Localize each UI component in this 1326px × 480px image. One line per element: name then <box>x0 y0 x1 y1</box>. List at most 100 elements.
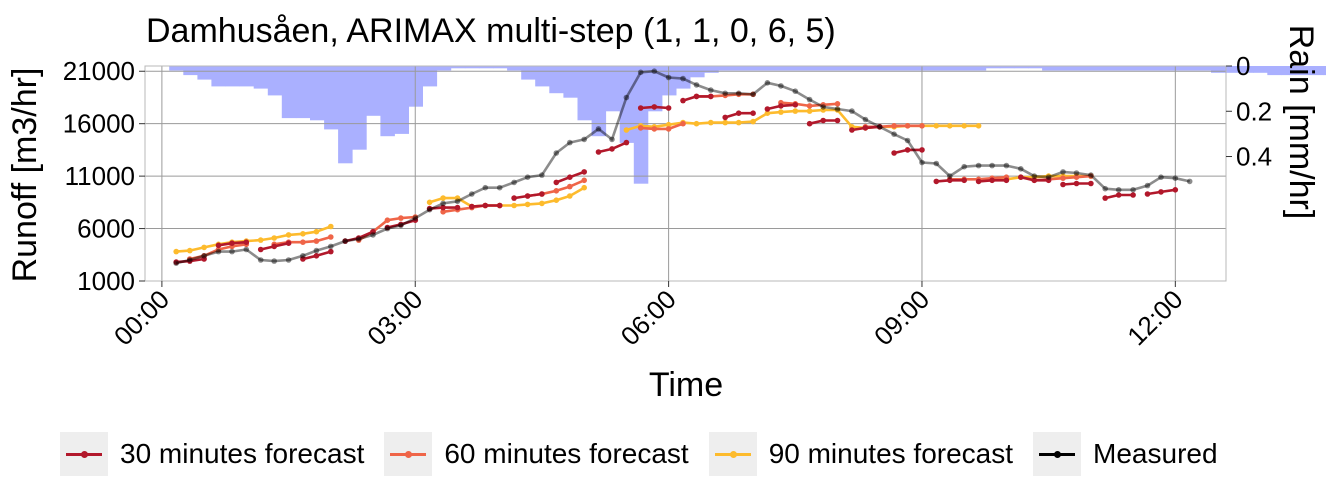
90-minutes-forecast-point <box>173 248 179 255</box>
legend-key-90min <box>708 432 757 476</box>
measured-point <box>623 94 630 101</box>
rain-bar <box>450 66 466 69</box>
measured-point <box>919 159 925 166</box>
rain-bar <box>253 66 269 89</box>
measured-point <box>257 257 264 263</box>
measured-point <box>750 91 756 98</box>
60-minutes-forecast-point <box>735 91 742 98</box>
rain-bar <box>662 66 677 96</box>
30-minutes-forecast-point <box>975 178 982 185</box>
measured-point <box>778 83 784 89</box>
rain-bar <box>929 66 944 71</box>
y-tick-label: 11000 <box>65 161 135 191</box>
90-minutes-forecast-point <box>693 120 700 127</box>
rain-bar <box>1281 66 1296 76</box>
30-minutes-forecast-point <box>1130 192 1136 198</box>
60-minutes-forecast-point <box>313 238 320 244</box>
30-minutes-forecast-point <box>778 103 784 109</box>
30-minutes-forecast-point <box>581 169 587 175</box>
rain-bar <box>943 66 958 71</box>
90-minutes-forecast-point <box>947 123 953 129</box>
90-minutes-forecast-point <box>820 107 826 113</box>
30-minutes-forecast-point <box>595 149 602 155</box>
90-minutes-forecast-point <box>735 119 742 126</box>
legend-key-60min <box>384 432 433 476</box>
30-minutes-forecast-point <box>989 177 995 184</box>
legend-item-30min: 30 minutes forecast <box>60 432 364 476</box>
y2-axis-ticks: 0 0.2 0.4 <box>1226 51 1272 172</box>
measured-point <box>313 247 320 254</box>
30-minutes-forecast-point <box>1003 177 1010 184</box>
rain-bar <box>591 66 607 137</box>
30-minutes-forecast-point <box>722 114 728 121</box>
measured-point <box>961 163 967 170</box>
30-minutes-forecast-point <box>933 178 940 185</box>
measured-point <box>595 126 602 132</box>
30-minutes-forecast-point <box>680 97 686 104</box>
y2-tick-label: 0.4 <box>1236 142 1272 172</box>
90-minutes-forecast-point <box>764 110 771 116</box>
60-minutes-forecast-point <box>398 215 404 221</box>
90-minutes-forecast-line <box>176 225 332 253</box>
rain-bar <box>464 66 480 69</box>
30-minutes-forecast-point <box>469 203 475 210</box>
60-minutes-forecast-point <box>553 188 560 194</box>
60-minutes-forecast-point <box>215 246 222 253</box>
30-minutes-forecast-point <box>693 93 700 100</box>
measured-point <box>511 179 517 186</box>
rain-bar <box>1070 66 1085 71</box>
rain-bar <box>1211 66 1226 73</box>
legend-item-60min: 60 minutes forecast <box>384 432 689 476</box>
30-minutes-forecast-point <box>651 104 658 110</box>
chart-title: Damhusåen, ARIMAX multi-step (1, 1, 0, 6… <box>146 12 836 50</box>
30-minutes-forecast-point <box>328 248 334 255</box>
rain-bar <box>985 66 1001 69</box>
x-tick-label: 09:00 <box>868 284 935 351</box>
60-minutes-forecast-point <box>904 123 911 129</box>
60-minutes-forecast-line <box>640 122 684 131</box>
30-minutes-forecast-point <box>637 105 644 111</box>
measured-point <box>806 96 813 103</box>
30-minutes-forecast-point <box>1144 191 1151 197</box>
90-minutes-forecast-point <box>440 195 446 201</box>
rain-bar <box>774 66 790 71</box>
legend: 30 minutes forecast 60 minutes forecast … <box>60 432 1218 476</box>
rain-bar <box>760 66 775 71</box>
rain-bar <box>1182 66 1198 71</box>
rain-bar <box>845 66 860 71</box>
30-minutes-forecast-point <box>820 117 826 124</box>
measured-point <box>862 116 869 123</box>
30-minutes-forecast-point <box>947 177 953 184</box>
30-minutes-forecast-point <box>849 127 855 133</box>
rain-bar <box>169 66 184 71</box>
30-minutes-forecast-point <box>1115 192 1122 198</box>
rain-bar <box>873 66 888 71</box>
30-minutes-forecast-point <box>243 239 250 245</box>
rain-bar <box>1309 66 1325 76</box>
30-minutes-forecast-point <box>229 240 235 246</box>
measured-point <box>201 253 207 259</box>
30-minutes-forecast-point <box>1158 189 1164 195</box>
rain-bar <box>1013 66 1029 69</box>
legend-label-measured: Measured <box>1093 438 1218 469</box>
y2-tick-label: 0 <box>1236 51 1250 81</box>
rain-bar <box>478 66 494 69</box>
measured-point <box>693 82 700 88</box>
90-minutes-forecast-point <box>778 109 784 115</box>
60-minutes-forecast-point <box>1073 174 1080 180</box>
30-minutes-forecast-point <box>806 120 813 127</box>
plot-border <box>144 65 1227 282</box>
30-minutes-forecast-point <box>257 246 264 253</box>
60-minutes-forecast-point <box>581 177 587 184</box>
rain-bars <box>169 66 1326 184</box>
measured-point <box>440 200 446 207</box>
90-minutes-forecast-point <box>834 107 841 113</box>
x-tick-label: 12:00 <box>1121 284 1188 351</box>
90-minutes-forecast-point <box>257 237 264 243</box>
rain-bar <box>1098 66 1113 71</box>
30-minutes-forecast-point <box>215 242 222 249</box>
90-minutes-forecast-point <box>792 108 799 114</box>
measured-point <box>849 108 855 114</box>
measured-point <box>834 106 841 112</box>
rain-bar <box>422 66 438 87</box>
